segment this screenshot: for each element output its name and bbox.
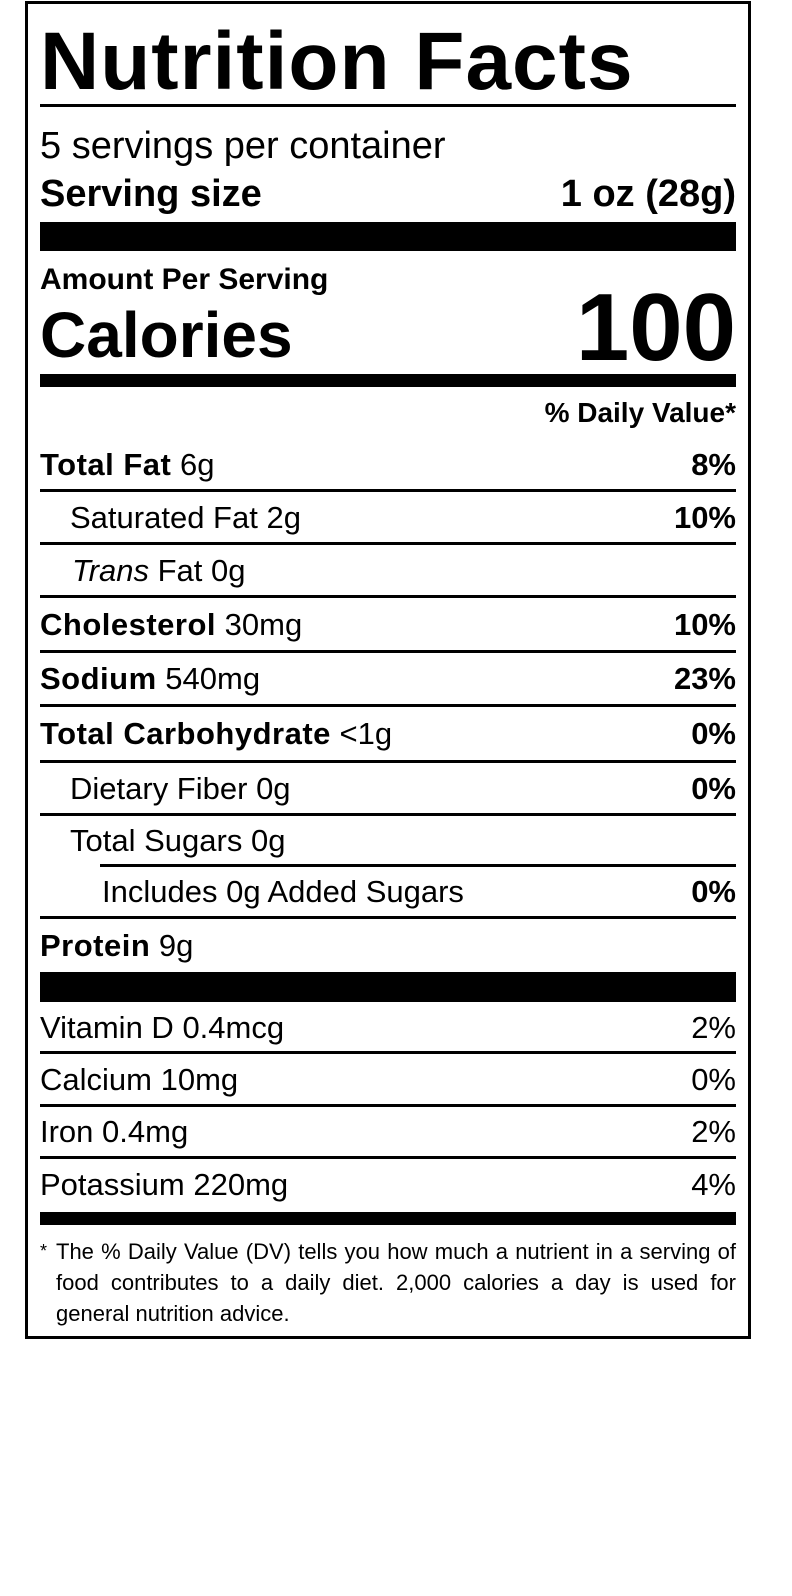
footnote: * The % Daily Value (DV) tells you how m…: [40, 1236, 736, 1329]
nutrient-name: Includes 0g Added Sugars: [102, 874, 464, 909]
nutrient-label: Protein 9g: [40, 928, 193, 964]
nutrient-daily-value: 10%: [673, 499, 736, 535]
divider: [40, 650, 736, 653]
divider: [40, 813, 736, 816]
nutrient-name: Cholesterol: [40, 606, 217, 642]
vitamin-row: Iron 0.4mg 2%: [40, 1106, 736, 1158]
serving-size-value: 1 oz (28g): [560, 173, 736, 215]
medium-divider: [40, 1212, 736, 1225]
footnote-text: The % Daily Value (DV) tells you how muc…: [56, 1239, 736, 1326]
serving-size-label: Serving size: [40, 173, 262, 215]
daily-value-header: % Daily Value*: [544, 397, 736, 428]
vitamin-label: Calcium 10mg: [40, 1062, 238, 1098]
nutrient-name: Total Fat: [40, 446, 172, 482]
vitamin-name: Potassium: [40, 1167, 185, 1202]
nutrient-amount: 0g: [211, 552, 246, 588]
nutrient-daily-value: 0%: [691, 874, 736, 909]
vitamin-daily-value: 2%: [691, 1009, 736, 1045]
calories-value: 100: [575, 274, 736, 381]
nutrient-row: Total Carbohydrate <1g 0%: [40, 706, 736, 762]
divider: [40, 489, 736, 492]
nutrient-amount: 30mg: [224, 606, 303, 642]
nutrient-name: Trans: [72, 552, 149, 588]
vitamin-daily-value: 2%: [691, 1114, 736, 1149]
nutrient-label: Sodium 540mg: [40, 661, 260, 697]
nutrient-name: Sodium: [40, 661, 157, 696]
divider: [40, 760, 736, 763]
vitamin-label: Potassium 220mg: [40, 1167, 288, 1203]
nutrient-amount: 540mg: [165, 661, 261, 696]
divider: [40, 1051, 736, 1054]
nutrient-label: Cholesterol 30mg: [40, 607, 302, 643]
vitamin-name: Vitamin D: [40, 1009, 174, 1045]
nutrient-row: Includes 0g Added Sugars 0%: [40, 866, 736, 918]
divider: [40, 104, 736, 107]
vitamin-label: Iron 0.4mg: [40, 1114, 188, 1150]
nutrient-daily-value: 8%: [691, 446, 736, 482]
nutrient-row: Trans Fat 0g: [40, 544, 736, 597]
nutrient-amount: 0g: [256, 770, 291, 806]
divider: [100, 864, 736, 867]
nutrient-row: Cholesterol 30mg 10%: [40, 597, 736, 652]
vitamin-amount: 10mg: [160, 1061, 239, 1097]
vitamin-daily-value: 4%: [691, 1167, 736, 1202]
vitamin-amount: 0.4mcg: [182, 1009, 285, 1045]
nutrient-daily-value: 10%: [673, 606, 736, 642]
divider: [40, 916, 736, 919]
nutrient-amount: 6g: [180, 446, 215, 482]
vitamin-label: Vitamin D 0.4mcg: [40, 1010, 284, 1046]
nutrient-label: Saturated Fat 2g: [40, 500, 301, 536]
nutrient-amount: 9g: [158, 928, 194, 963]
vitamin-amount: 220mg: [193, 1167, 289, 1202]
nutrient-row: Saturated Fat 2g 10%: [40, 491, 736, 544]
nutrient-row: Total Fat 6g 8%: [40, 438, 736, 491]
nutrient-name: Protein: [40, 928, 151, 963]
nutrient-row: Protein 9g: [40, 920, 736, 972]
thick-divider: [40, 972, 736, 1002]
nutrient-name: Dietary Fiber: [70, 770, 248, 806]
vitamin-row: Potassium 220mg 4%: [40, 1158, 736, 1212]
calories-label: Calories: [40, 299, 293, 371]
nutrient-amount: <1g: [339, 716, 393, 751]
nutrient-row: Sodium 540mg 23%: [40, 652, 736, 706]
nutrient-name: Saturated Fat: [70, 499, 258, 535]
nutrient-label: Total Sugars 0g: [40, 823, 285, 859]
servings-per-container: 5 servings per container: [40, 125, 446, 167]
divider: [40, 1104, 736, 1107]
nutrient-amount: 0g: [250, 822, 286, 858]
vitamin-name: Calcium: [40, 1061, 152, 1097]
nutrient-name: Total Carbohydrate: [40, 716, 331, 751]
nutrient-label: Total Fat 6g: [40, 447, 214, 483]
nutrient-label: Trans Fat 0g: [40, 553, 245, 589]
vitamin-row: Vitamin D 0.4mcg 2%: [40, 1002, 736, 1053]
medium-divider: [40, 374, 736, 387]
divider: [40, 595, 736, 598]
nutrient-daily-value: 23%: [673, 661, 736, 696]
nutrient-label: Includes 0g Added Sugars: [40, 874, 464, 910]
nutrient-label: Total Carbohydrate <1g: [40, 716, 392, 752]
vitamin-row: Calcium 10mg 0%: [40, 1053, 736, 1106]
footnote-marker: *: [40, 1241, 48, 1261]
divider: [40, 1156, 736, 1159]
vitamin-name: Iron: [40, 1114, 94, 1149]
amount-per-serving: Amount Per Serving: [40, 263, 329, 296]
nutrient-row: Dietary Fiber 0g 0%: [40, 762, 736, 815]
nutrient-amount: 2g: [266, 499, 301, 535]
nutrient-row: Total Sugars 0g: [40, 815, 736, 866]
divider: [40, 542, 736, 545]
nutrient-name: Total Sugars: [70, 822, 243, 858]
nutrition-facts-label: [25, 1, 751, 1339]
thick-divider: [40, 222, 736, 251]
vitamin-daily-value: 0%: [691, 1061, 736, 1097]
nutrient-name-suffix: Fat: [157, 552, 203, 588]
nutrient-daily-value: 0%: [691, 716, 736, 751]
divider: [40, 704, 736, 707]
label-title: Nutrition Facts: [40, 16, 634, 107]
vitamin-amount: 0.4mg: [102, 1114, 189, 1149]
nutrient-label: Dietary Fiber 0g: [40, 771, 291, 807]
nutrient-daily-value: 0%: [691, 770, 736, 806]
